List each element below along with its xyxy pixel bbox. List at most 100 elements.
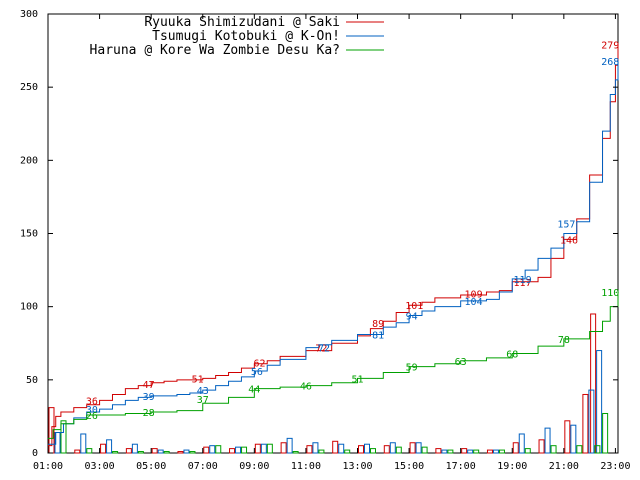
hourly-bar xyxy=(544,427,551,454)
series-line xyxy=(48,292,619,439)
hourly-bar xyxy=(177,451,184,454)
x-tick-label: 17:00 xyxy=(446,461,476,472)
hourly-bar xyxy=(498,449,505,454)
hourly-bar xyxy=(467,449,474,454)
x-tick-label: 03:00 xyxy=(85,461,115,472)
hourly-bar xyxy=(415,442,422,454)
x-tick-label: 19:00 xyxy=(497,461,527,472)
data-label: 36 xyxy=(86,396,98,407)
hourly-bar xyxy=(512,442,519,454)
hourly-bar xyxy=(157,449,164,454)
x-tick-label: 07:00 xyxy=(188,461,218,472)
x-tick-label: 11:00 xyxy=(291,461,321,472)
hourly-bar xyxy=(312,442,319,454)
x-tick-label: 01:00 xyxy=(33,461,63,472)
hourly-bar xyxy=(570,424,577,454)
y-tick-label: 150 xyxy=(20,229,38,240)
hourly-bar xyxy=(486,449,493,454)
hourly-bar xyxy=(280,442,287,454)
hourly-bar xyxy=(151,448,158,454)
data-label: 110 xyxy=(601,288,619,299)
y-tick-label: 50 xyxy=(26,375,38,386)
data-label: 59 xyxy=(406,363,418,374)
data-label: 268 xyxy=(601,57,619,68)
legend-label: Tsumugi Kotobuki @ K-On! xyxy=(152,29,340,44)
data-label: 81 xyxy=(372,330,384,341)
data-label: 72 xyxy=(315,344,327,355)
data-label: 119 xyxy=(514,275,532,286)
hourly-bar xyxy=(492,449,499,454)
data-label: 117 xyxy=(514,278,532,289)
data-label: 279 xyxy=(601,41,619,52)
hourly-bar xyxy=(389,442,396,454)
hourly-bar xyxy=(588,389,595,454)
data-label: 89 xyxy=(372,319,384,330)
hourly-bar xyxy=(524,448,531,454)
data-label: 109 xyxy=(465,289,483,300)
series-line xyxy=(48,44,619,447)
data-label: 39 xyxy=(143,392,155,403)
hourly-bar xyxy=(183,449,190,454)
hourly-bar xyxy=(594,445,601,454)
hourly-bar xyxy=(590,313,597,454)
y-tick-label: 300 xyxy=(20,9,38,20)
hourly-bar xyxy=(131,443,138,454)
hourly-bar xyxy=(260,443,267,454)
hourly-bar xyxy=(241,446,248,454)
hourly-bar xyxy=(582,393,589,454)
hourly-bar xyxy=(447,449,454,454)
hourly-bar xyxy=(338,443,345,454)
data-label: 43 xyxy=(197,386,209,397)
y-tick-label: 0 xyxy=(32,448,38,459)
y-tick-label: 100 xyxy=(20,302,38,313)
data-label: 78 xyxy=(558,335,570,346)
hourly-bar xyxy=(332,440,339,454)
hourly-bars xyxy=(48,313,609,454)
plot-frame xyxy=(47,13,619,454)
data-label: 37 xyxy=(197,395,209,406)
y-tick-label: 200 xyxy=(20,155,38,166)
hourly-bar xyxy=(163,451,170,454)
hourly-bar xyxy=(364,443,371,454)
y-axis: 0 50 100 150 200 250 300 xyxy=(20,9,618,459)
hourly-bar xyxy=(395,446,402,454)
hourly-bar xyxy=(80,433,87,454)
data-label: 72 xyxy=(318,344,330,355)
hourly-bar xyxy=(286,437,293,454)
hourly-bar xyxy=(538,439,545,454)
data-label: 63 xyxy=(455,357,467,368)
x-tick-label: 15:00 xyxy=(394,461,424,472)
hourly-bar xyxy=(189,451,196,454)
hourly-bar xyxy=(106,439,113,454)
hourly-bar xyxy=(318,449,325,454)
data-label: 94 xyxy=(406,311,418,322)
x-tick-label: 09:00 xyxy=(239,461,269,472)
hourly-bar xyxy=(203,446,210,454)
hourly-bar xyxy=(461,448,468,454)
hourly-bar xyxy=(564,420,571,454)
hourly-bar xyxy=(358,445,365,454)
data-label: 146 xyxy=(560,235,578,246)
data-label: 101 xyxy=(405,301,423,312)
data-label: 56 xyxy=(251,367,263,378)
hourly-bar xyxy=(100,443,107,454)
x-tick-label: 13:00 xyxy=(342,461,372,472)
x-tick-label: 23:00 xyxy=(600,461,630,472)
data-label: 62 xyxy=(253,358,265,369)
data-labels: 3647516272891011091171462793039435672819… xyxy=(86,41,619,422)
hourly-bar xyxy=(370,448,377,454)
legend-label: Ryuuka Shimizudani @ Saki xyxy=(144,15,340,30)
data-label: 28 xyxy=(143,408,155,419)
hourly-bar xyxy=(550,445,557,454)
hourly-bar xyxy=(215,445,222,454)
hourly-bar xyxy=(306,445,313,454)
x-tick-label: 05:00 xyxy=(136,461,166,472)
hourly-bar xyxy=(112,451,119,454)
hourly-bar xyxy=(125,448,132,454)
hourly-bar xyxy=(254,443,261,454)
hourly-bar xyxy=(229,448,236,454)
hourly-bar xyxy=(383,445,390,454)
data-label: 26 xyxy=(86,411,98,422)
hourly-bar xyxy=(235,446,242,454)
